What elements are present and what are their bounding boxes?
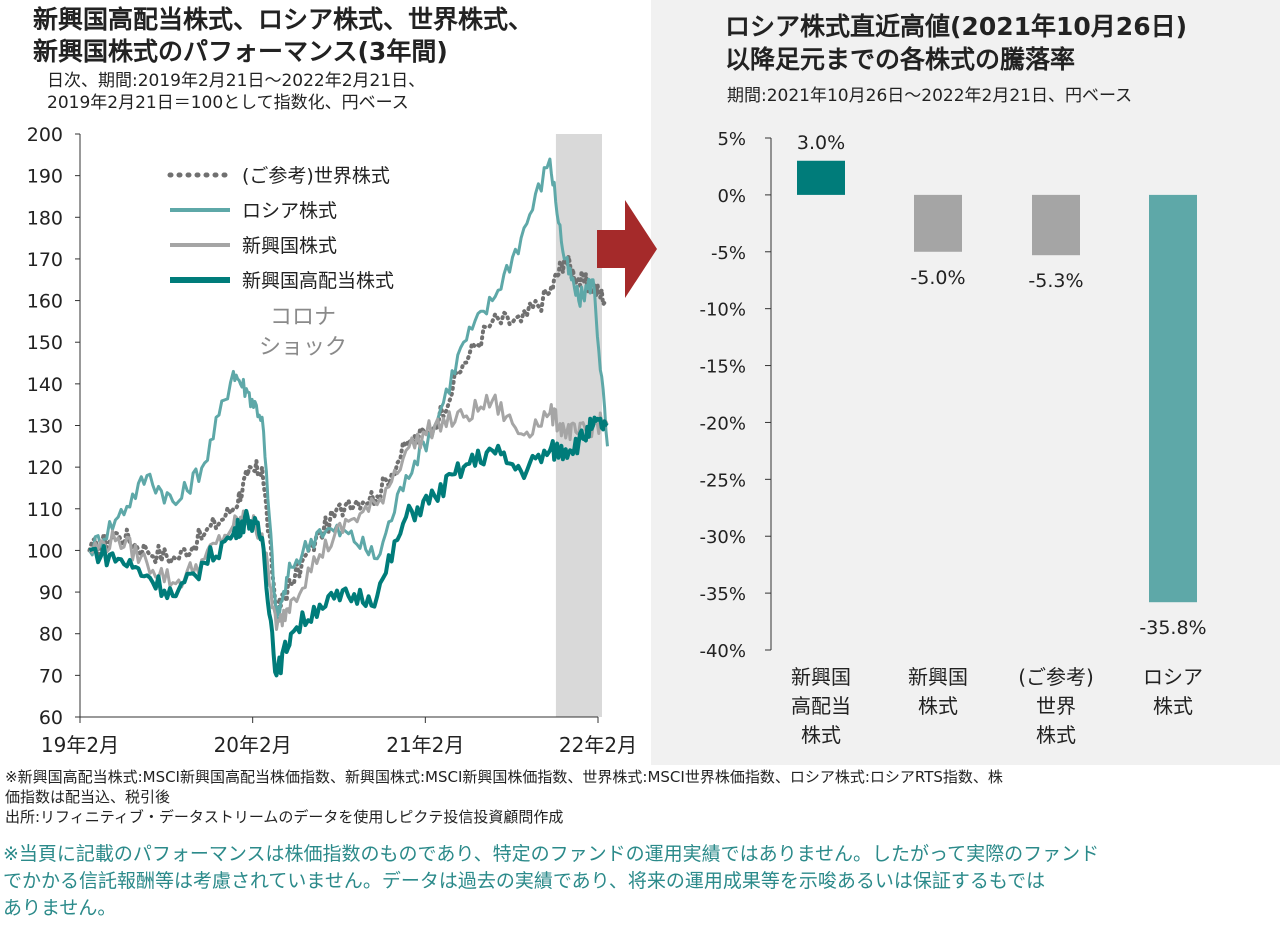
bar-y-tick-label: -5%	[711, 243, 746, 264]
y-tick-label: 120	[27, 457, 63, 479]
annotation-corona-line-1: コロナ	[270, 305, 336, 330]
bar-y-tick-label: -20%	[699, 413, 746, 434]
bar-y-tick-label: -25%	[699, 470, 746, 491]
bar-category-label-3: 世界	[1036, 694, 1076, 718]
bar-category-label-2: 株式	[918, 694, 958, 718]
right-arrow-icon	[597, 200, 657, 298]
bar-value-label-2: -5.0%	[910, 267, 965, 289]
bar-y-tick-label: -30%	[699, 527, 746, 548]
y-tick-label: 180	[27, 207, 63, 229]
disclaimer-line-3: ありません。	[3, 897, 117, 919]
x-tick-label: 22年2月	[559, 733, 637, 757]
disclaimer-line-1: ※当頁に記載のパフォーマンスは株価指数のものであり、特定のファンドの運用実績では…	[3, 843, 1100, 865]
bar-category-label-1: 高配当	[791, 694, 851, 718]
y-tick-label: 80	[39, 624, 63, 646]
left-subtitle-line-1: 日次、期間:2019年2月21日～2022年2月21日、	[47, 71, 426, 91]
y-tick-label: 160	[27, 291, 63, 313]
disclaimer: ※当頁に記載のパフォーマンスは株価指数のものであり、特定のファンドの運用実績では…	[3, 841, 1275, 922]
y-tick-label: 70	[39, 665, 63, 687]
series-line-3	[88, 393, 609, 631]
right-title-line-2: 以降足元までの各株式の騰落率	[725, 45, 1076, 74]
left-chart-subtitle: 日次、期間:2019年2月21日～2022年2月21日、 2019年2月21日＝…	[47, 70, 425, 114]
y-tick-label: 130	[27, 416, 63, 438]
bar-category-label-1: 株式	[801, 723, 841, 747]
bar-y-tick-label: -40%	[699, 641, 746, 662]
bar-y-tick-label: 5%	[717, 129, 746, 150]
x-tick-label: 20年2月	[214, 733, 292, 757]
x-tick-label: 21年2月	[386, 733, 464, 757]
disclaimer-line-2: でかかる信託報酬等は考慮されていません。データは過去の実績であり、将来の運用成果…	[3, 870, 1046, 892]
bar-category-label-4: ロシア	[1143, 665, 1203, 689]
right-title-line-1: ロシア株式直近高値(2021年10月26日)	[725, 12, 1188, 41]
legend-label-1: (ご参考)世界株式	[242, 165, 390, 187]
y-tick-label: 90	[39, 582, 63, 604]
line-chart: 60 70 80 90 100 110 120 130 140 150 160 170 180 190 20…	[27, 124, 637, 757]
bar-y-tick-label: 0%	[717, 186, 746, 207]
legend-label-3: 新興国株式	[242, 235, 337, 257]
y-tick-label: 200	[27, 124, 63, 146]
y-tick-label: 150	[27, 332, 63, 354]
bar-y-tick-label: -10%	[699, 300, 746, 321]
bar-4	[1149, 194, 1197, 603]
y-tick-label: 60	[39, 707, 63, 729]
bar-2	[914, 194, 962, 252]
annotation-corona-line-2: ショック	[259, 335, 347, 360]
bar-3	[1032, 194, 1080, 256]
legend-label-4: 新興国高配当株式	[242, 270, 394, 292]
footnotes: ※新興国高配当株式:MSCI新興国高配当株価指数、新興国株式:MSCI新興国株価…	[5, 767, 1275, 827]
y-tick-label: 140	[27, 374, 63, 396]
bar-chart: 5% 0% -5% -10% -15% -20% -25% -30% -35% -40% 3.0% 新…	[699, 129, 1206, 747]
bar-category-label-4: 株式	[1153, 694, 1193, 718]
bar-category-label-3: 株式	[1036, 723, 1076, 747]
right-chart-title: ロシア株式直近高値(2021年10月26日) 以降足元までの各株式の騰落率	[725, 10, 1187, 76]
footnote-line-1: ※新興国高配当株式:MSCI新興国高配当株価指数、新興国株式:MSCI新興国株価…	[5, 768, 1003, 786]
legend-label-2: ロシア株式	[242, 200, 337, 222]
y-tick-label: 100	[27, 540, 63, 562]
bar-value-label-1: 3.0%	[797, 132, 845, 154]
x-tick-label: 19年2月	[41, 733, 119, 757]
bar-category-label-1: 新興国	[791, 665, 851, 689]
footnote-source: 出所:リフィニティブ・データストリームのデータを使用しピクテ投信投資顧問作成	[5, 808, 564, 826]
left-title-line-2: 新興国株式のパフォーマンス(3年間)	[33, 37, 448, 66]
series-line-2	[88, 157, 609, 623]
bar-value-label-3: -5.3%	[1028, 270, 1083, 292]
bar-category-label-3: (ご参考)	[1018, 665, 1094, 689]
series-line-4	[88, 415, 609, 678]
footnote-line-2: 価指数は配当込、税引後	[5, 788, 171, 806]
y-tick-label: 170	[27, 249, 63, 271]
left-title-line-1: 新興国高配当株式、ロシア株式、世界株式、	[33, 5, 534, 34]
bar-y-tick-label: -35%	[699, 584, 746, 605]
y-tick-label: 110	[27, 499, 63, 521]
right-chart-subtitle: 期間:2021年10月26日～2022年2月21日、円ベース	[727, 86, 1133, 106]
series-line-1	[87, 254, 610, 622]
bar-y-tick-label: -15%	[699, 357, 746, 378]
left-chart-title: 新興国高配当株式、ロシア株式、世界株式、 新興国株式のパフォーマンス(3年間)	[33, 4, 533, 68]
bar-value-label-4: -35.8%	[1139, 617, 1206, 639]
bar-1	[797, 160, 845, 195]
left-subtitle-line-2: 2019年2月21日＝100として指数化、円ベース	[47, 93, 409, 113]
y-tick-label: 190	[27, 166, 63, 188]
bar-category-label-2: 新興国	[908, 665, 968, 689]
